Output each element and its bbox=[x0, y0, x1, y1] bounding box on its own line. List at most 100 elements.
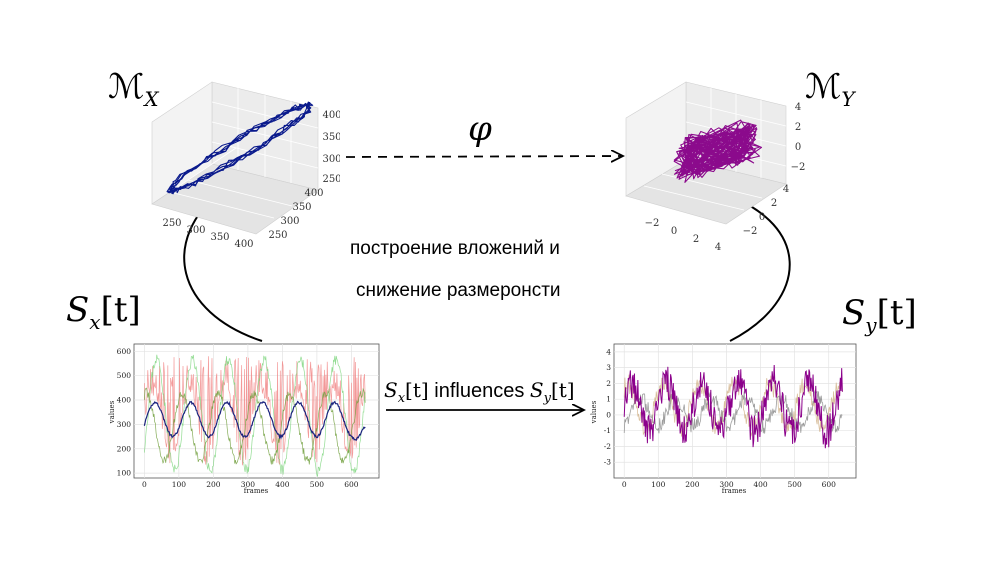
sy-series-purple bbox=[623, 365, 843, 449]
mx-ytick: 400 bbox=[304, 188, 323, 199]
sy-ytick: 3 bbox=[606, 363, 611, 372]
sx-xtick: 500 bbox=[310, 480, 325, 489]
series-y-name: S bbox=[842, 293, 866, 333]
influence-t2: [t] bbox=[550, 378, 575, 402]
influence-word: influences bbox=[428, 380, 530, 402]
sy-ytick: -2 bbox=[604, 442, 612, 451]
sx-ytick: 100 bbox=[117, 469, 132, 478]
series-y-plot: 0 100 200 300 400 500 600 -3 -2 -1 0 1 2 3 4 frames va… bbox=[590, 343, 857, 495]
my-ztick: 2 bbox=[795, 122, 801, 133]
manifold-y-sub: Y bbox=[841, 86, 855, 111]
sx-ytick: 600 bbox=[117, 347, 132, 356]
mx-xtick: 300 bbox=[186, 225, 205, 236]
sy-xtick: 0 bbox=[622, 480, 627, 489]
sy-xtick: 400 bbox=[753, 480, 768, 489]
mx-ytick: 250 bbox=[268, 230, 287, 241]
sx-series-olive bbox=[144, 387, 366, 465]
sy-xtick: 300 bbox=[719, 480, 734, 489]
manifold-x-label: ℳX bbox=[108, 70, 159, 109]
sx-ytick: 400 bbox=[117, 396, 132, 405]
manifold-x-symbol: ℳ bbox=[108, 67, 145, 107]
phi-dashed-arrow bbox=[345, 156, 622, 157]
mx-gridline bbox=[187, 179, 293, 207]
mx-trajectory bbox=[166, 101, 314, 195]
mx-ztick: 350 bbox=[322, 132, 340, 143]
sx-xtick: 200 bbox=[206, 480, 221, 489]
mx-ztick: 250 bbox=[322, 174, 340, 185]
manifold-y-symbol: ℳ bbox=[805, 67, 842, 107]
sy-series-gray bbox=[623, 389, 843, 434]
influence-x: x bbox=[397, 391, 406, 406]
sx-xtick: 600 bbox=[344, 480, 359, 489]
mx-gridline bbox=[169, 191, 275, 219]
my-ztick: 4 bbox=[795, 102, 801, 113]
sy-xtick: 500 bbox=[787, 480, 802, 489]
sy-xlabel: frames bbox=[722, 487, 747, 495]
my-xtick: 4 bbox=[715, 242, 721, 253]
influence-label: Sx[t] influences Sy[t] bbox=[384, 378, 575, 406]
mx-xtick: 400 bbox=[234, 239, 253, 250]
influence-y: y bbox=[543, 391, 551, 406]
my-ytick: 4 bbox=[783, 184, 789, 195]
sx-series-mean bbox=[143, 400, 366, 441]
mx-gridline bbox=[175, 147, 237, 189]
influence-t1: [t] bbox=[405, 378, 429, 402]
my-gridline bbox=[643, 185, 745, 211]
my-ytick: 2 bbox=[771, 198, 777, 209]
sx-xtick: 400 bbox=[275, 480, 290, 489]
series-x-plot: 0 100 200 300 400 500 600 100 200 300 400 500 600 fr… bbox=[108, 343, 380, 495]
sx-ytick: 300 bbox=[117, 420, 132, 429]
my-xtick: 0 bbox=[671, 226, 677, 237]
series-x-name: S bbox=[66, 290, 90, 330]
sy-ytick: 2 bbox=[606, 379, 611, 388]
sy-xtick: 200 bbox=[685, 480, 700, 489]
series-y-arg: [t] bbox=[876, 293, 917, 333]
mx-ytick: 350 bbox=[292, 202, 311, 213]
influence-s2: S bbox=[529, 378, 544, 402]
series-y-label: Sy[t] bbox=[842, 296, 917, 335]
mx-ztick: 400 bbox=[322, 110, 340, 121]
my-trajectory bbox=[673, 119, 763, 183]
sy-xtick: 600 bbox=[822, 480, 837, 489]
mx-xtick: 350 bbox=[210, 232, 229, 243]
series-x-arg: [t] bbox=[100, 290, 141, 330]
manifold-x-plot: 250 300 350 400 250 300 350 400 250 300 350 400 bbox=[151, 81, 340, 250]
sx-ytick: 500 bbox=[117, 371, 132, 380]
mx-ytick: 300 bbox=[280, 216, 299, 227]
mx-ztick: 300 bbox=[322, 154, 340, 165]
sy-ytick: 1 bbox=[606, 395, 611, 404]
sy-ytick: 0 bbox=[606, 410, 611, 419]
sx-xtick: 300 bbox=[241, 480, 256, 489]
sx-xtick: 100 bbox=[172, 480, 187, 489]
my-ztick: 0 bbox=[795, 142, 801, 153]
my-ytick: 0 bbox=[759, 212, 765, 223]
sx-xtick: 0 bbox=[142, 480, 147, 489]
mx-xtick: 250 bbox=[162, 218, 181, 229]
manifold-y-label: ℳY bbox=[805, 70, 855, 109]
my-ztick: −2 bbox=[791, 162, 806, 173]
sx-xlabel: frames bbox=[244, 487, 269, 495]
sx-series-pink bbox=[144, 356, 366, 466]
sx-ylabel: values bbox=[108, 400, 116, 424]
my-pane-floor bbox=[625, 159, 787, 225]
my-xtick: 2 bbox=[693, 234, 699, 245]
phi-label: φ bbox=[468, 109, 492, 149]
my-gridline bbox=[661, 173, 763, 199]
embedding-text-line2: снижение размеронсти bbox=[356, 280, 561, 301]
sy-ytick: -1 bbox=[604, 426, 611, 435]
sy-ylabel: values bbox=[590, 400, 598, 424]
sy-ytick: 4 bbox=[606, 347, 611, 356]
series-x-label: Sx[t] bbox=[66, 293, 141, 332]
my-ytick: −2 bbox=[743, 226, 758, 237]
series-y-sub: y bbox=[865, 312, 877, 337]
sx-ytick: 200 bbox=[117, 444, 132, 453]
sy-ytick: -3 bbox=[604, 458, 612, 467]
my-xtick: −2 bbox=[645, 218, 660, 229]
embedding-text-line1: построение вложений и bbox=[350, 238, 560, 259]
sy-xtick: 100 bbox=[651, 480, 666, 489]
series-x-sub: x bbox=[89, 309, 101, 334]
sx-series-lightgreen bbox=[144, 354, 366, 478]
manifold-x-sub: X bbox=[144, 86, 159, 111]
influence-s: S bbox=[384, 378, 398, 402]
